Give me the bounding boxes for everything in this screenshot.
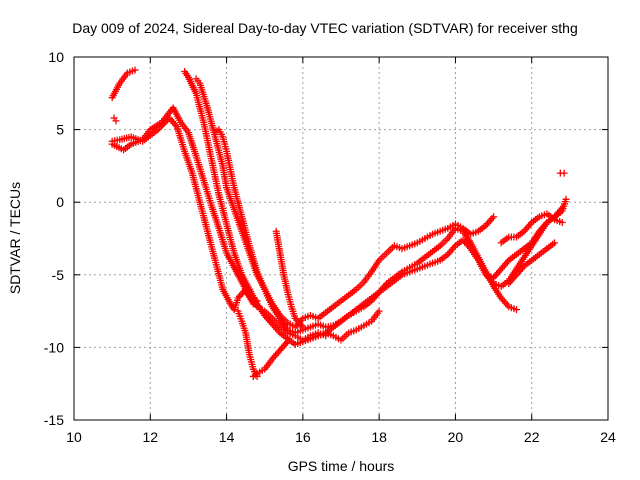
series-track-m: [497, 210, 566, 247]
data-point: [284, 338, 292, 346]
x-tick-label: 20: [448, 429, 464, 445]
data-point: [560, 169, 568, 177]
series-track-j: [272, 227, 307, 331]
x-tick-label: 10: [66, 429, 82, 445]
series-track-a: [108, 66, 139, 102]
y-axis-label: SDTVAR / TECUs: [7, 182, 23, 294]
y-tick-label: -5: [52, 267, 65, 283]
x-tick-label: 12: [142, 429, 158, 445]
x-tick-label: 16: [295, 429, 311, 445]
series-track-l: [482, 195, 570, 282]
series-track-b: [110, 114, 120, 125]
series-track-n: [505, 239, 559, 288]
data-point: [375, 307, 383, 315]
series-layer: [108, 66, 570, 380]
y-tick-label: 10: [48, 49, 64, 65]
series-track-i: [249, 338, 292, 380]
data-point: [558, 219, 566, 227]
data-point: [131, 66, 139, 74]
y-tick-label: -15: [44, 412, 64, 428]
data-point: [112, 117, 120, 125]
y-tick-label: 0: [56, 194, 64, 210]
data-point: [299, 323, 307, 331]
chart-title: Day 009 of 2024, Sidereal Day-to-day VTE…: [72, 20, 578, 36]
y-tick-label: 5: [56, 122, 64, 138]
x-tick-label: 22: [524, 429, 540, 445]
y-tick-label: -10: [44, 339, 64, 355]
plot-frame: [73, 56, 609, 421]
data-point: [562, 195, 570, 203]
x-tick-label: 24: [600, 429, 616, 445]
x-tick-label: 18: [371, 429, 387, 445]
series-track-o: [556, 169, 568, 177]
data-point: [512, 306, 520, 314]
x-axis-label: GPS time / hours: [288, 458, 395, 474]
data-point: [551, 239, 559, 247]
x-tick-label: 14: [219, 429, 235, 445]
ticks: 10 12 14 16 18 20 22 24 -15 -10 -5 0 5 10: [44, 49, 616, 445]
data-point: [490, 213, 498, 221]
